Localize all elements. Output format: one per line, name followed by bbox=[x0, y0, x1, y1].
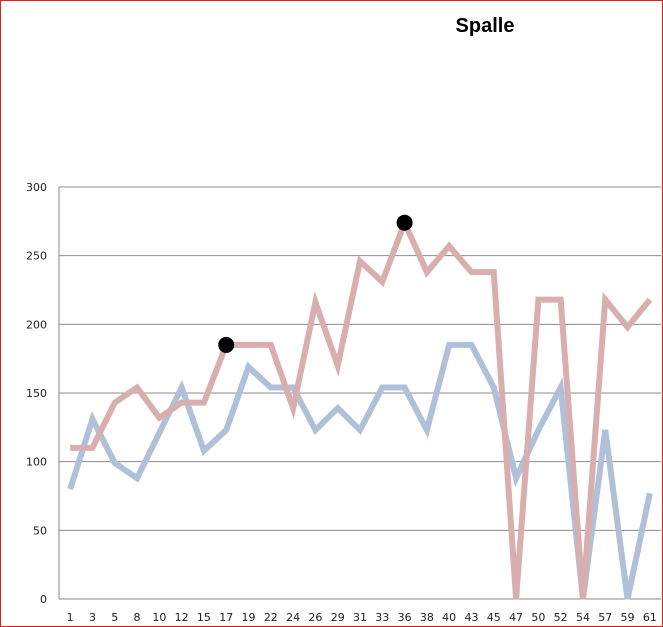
x-tick-label: 57 bbox=[598, 611, 612, 624]
y-tick-label: 250 bbox=[26, 250, 47, 263]
x-tick-label: 52 bbox=[554, 611, 568, 624]
gridlines bbox=[58, 186, 661, 600]
x-tick-label: 22 bbox=[264, 611, 278, 624]
series-line-1 bbox=[70, 214, 653, 600]
x-tick-label: 24 bbox=[286, 611, 300, 624]
x-tick-label: 8 bbox=[134, 611, 141, 624]
x-tick-label: 33 bbox=[375, 611, 389, 624]
x-tick-label: 36 bbox=[398, 611, 412, 624]
x-tick-label: 12 bbox=[175, 611, 189, 624]
x-tick-label: 40 bbox=[442, 611, 456, 624]
x-tick-label: 59 bbox=[621, 611, 635, 624]
x-tick-label: 50 bbox=[531, 611, 545, 624]
y-tick-label: 150 bbox=[26, 387, 47, 400]
highlight-markers bbox=[218, 214, 413, 353]
x-tick-label: 47 bbox=[509, 611, 523, 624]
x-tick-label: 15 bbox=[197, 611, 211, 624]
highlight-point bbox=[218, 336, 235, 353]
y-tick-label: 50 bbox=[33, 524, 47, 537]
x-tick-label: 29 bbox=[331, 611, 345, 624]
x-tick-label: 61 bbox=[643, 611, 657, 624]
y-tick-label: 200 bbox=[26, 318, 47, 331]
x-tick-label: 54 bbox=[576, 611, 590, 624]
highlight-point bbox=[396, 214, 413, 231]
series-line-2 bbox=[67, 341, 653, 600]
x-tick-label: 5 bbox=[111, 611, 118, 624]
y-axis-ticks: 0 50 100 150 200 250 300 bbox=[26, 181, 47, 606]
y-tick-label: 0 bbox=[40, 593, 47, 606]
x-tick-label: 43 bbox=[464, 611, 478, 624]
x-tick-label: 17 bbox=[219, 611, 233, 624]
y-tick-label: 300 bbox=[26, 181, 47, 194]
x-tick-label: 3 bbox=[89, 611, 96, 624]
series-lines bbox=[67, 214, 653, 600]
x-tick-label: 26 bbox=[308, 611, 322, 624]
x-tick-label: 31 bbox=[353, 611, 367, 624]
x-tick-label: 19 bbox=[242, 611, 256, 624]
y-tick-label: 100 bbox=[26, 456, 47, 469]
x-tick-label: 38 bbox=[420, 611, 434, 624]
x-tick-label: 45 bbox=[487, 611, 501, 624]
x-tick-label: 1 bbox=[67, 611, 74, 624]
chart-title: Spalle bbox=[455, 15, 515, 37]
x-axis-ticks: 1 3 5 8 10 12 15 17 19 22 24 26 29 31 33 36 38 40 43 45 47 50… bbox=[67, 611, 657, 624]
x-tick-label: 10 bbox=[152, 611, 166, 624]
